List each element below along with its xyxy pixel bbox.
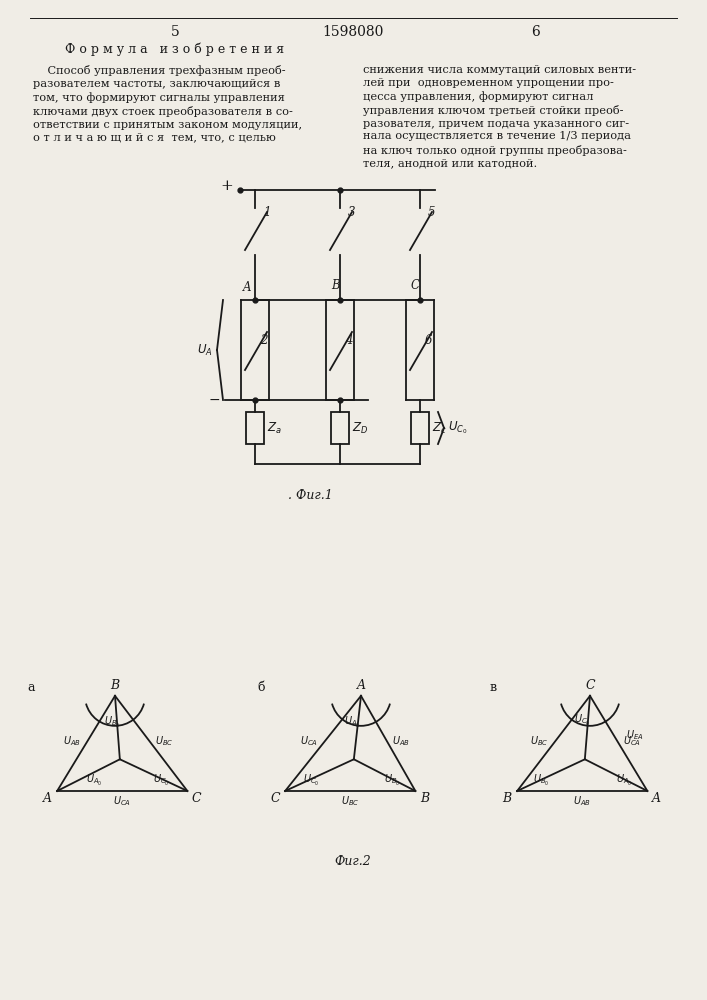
Text: A: A: [652, 792, 661, 804]
Text: Фиг.2: Фиг.2: [334, 855, 371, 868]
Text: $U_{EA}$: $U_{EA}$: [626, 729, 643, 742]
Text: $U_{B_0}$: $U_{B_0}$: [533, 773, 549, 788]
Text: . Фиг.1: . Фиг.1: [288, 489, 332, 502]
Text: $U_{C_0}$: $U_{C_0}$: [448, 420, 467, 436]
Text: C: C: [192, 792, 201, 804]
Text: $U_{C_0}$: $U_{C_0}$: [153, 773, 170, 788]
Text: C: C: [270, 792, 280, 804]
Text: $U_{BC}$: $U_{BC}$: [341, 794, 360, 808]
Text: $Z_D$: $Z_D$: [352, 420, 368, 436]
Text: 1598080: 1598080: [322, 25, 384, 39]
Text: 2: 2: [260, 334, 267, 347]
Text: A: A: [42, 792, 52, 804]
Text: $U_{CA}$: $U_{CA}$: [113, 794, 132, 808]
Bar: [246, 412, 264, 444]
Text: $U_{A_0}$: $U_{A_0}$: [616, 773, 632, 788]
Text: 4: 4: [345, 334, 353, 347]
Text: $U_{BC}$: $U_{BC}$: [530, 735, 549, 748]
Text: B: B: [503, 792, 512, 804]
Text: $U_{AB}$: $U_{AB}$: [573, 794, 591, 808]
Text: $U_{C_0}$: $U_{C_0}$: [303, 773, 320, 788]
Text: $U_{CA}$: $U_{CA}$: [623, 735, 641, 748]
Text: A: A: [356, 679, 366, 692]
Text: в: в: [489, 681, 496, 694]
Text: $U_{CA}$: $U_{CA}$: [300, 735, 318, 748]
Text: $U_{B_0}$: $U_{B_0}$: [385, 773, 401, 788]
Text: A: A: [243, 281, 252, 294]
Text: 6: 6: [425, 334, 433, 347]
Text: −: −: [209, 393, 220, 407]
Bar: [331, 412, 349, 444]
Text: $U_{A_0}$: $U_{A_0}$: [344, 715, 361, 730]
Text: C: C: [411, 279, 420, 292]
Text: 5: 5: [428, 206, 436, 219]
Text: б: б: [257, 681, 264, 694]
Text: $U_A$: $U_A$: [197, 342, 213, 358]
Text: $Z_a$: $Z_a$: [267, 420, 282, 436]
Text: C: C: [585, 679, 595, 692]
Text: $U_{B_0}$: $U_{B_0}$: [104, 715, 121, 730]
Text: $U_{C_0}$: $U_{C_0}$: [574, 713, 590, 728]
Text: снижения числа коммутаций силовых венти-
лей при  одновременном упрощении про-
ц: снижения числа коммутаций силовых венти-…: [363, 65, 636, 168]
Text: $U_{BC}$: $U_{BC}$: [155, 735, 173, 748]
Text: 1: 1: [263, 206, 271, 219]
Text: 5: 5: [170, 25, 180, 39]
Text: Ф о р м у л а   и з о б р е т е н и я: Ф о р м у л а и з о б р е т е н и я: [66, 42, 284, 55]
Text: +: +: [221, 179, 233, 193]
Text: $Z_c$: $Z_c$: [432, 420, 447, 436]
Text: а: а: [27, 681, 35, 694]
Text: 3: 3: [348, 206, 356, 219]
Text: $U_{A_0}$: $U_{A_0}$: [86, 773, 103, 788]
Text: $U_{AB}$: $U_{AB}$: [63, 735, 81, 748]
Text: B: B: [420, 792, 429, 804]
Text: Способ управления трехфазным преоб-
разователем частоты, заключающийся в
том, чт: Способ управления трехфазным преоб- разо…: [33, 65, 302, 142]
Text: B: B: [331, 279, 339, 292]
Text: $U_{AB}$: $U_{AB}$: [392, 735, 410, 748]
Text: B: B: [110, 679, 119, 692]
Bar: [411, 412, 429, 444]
Text: 6: 6: [531, 25, 539, 39]
